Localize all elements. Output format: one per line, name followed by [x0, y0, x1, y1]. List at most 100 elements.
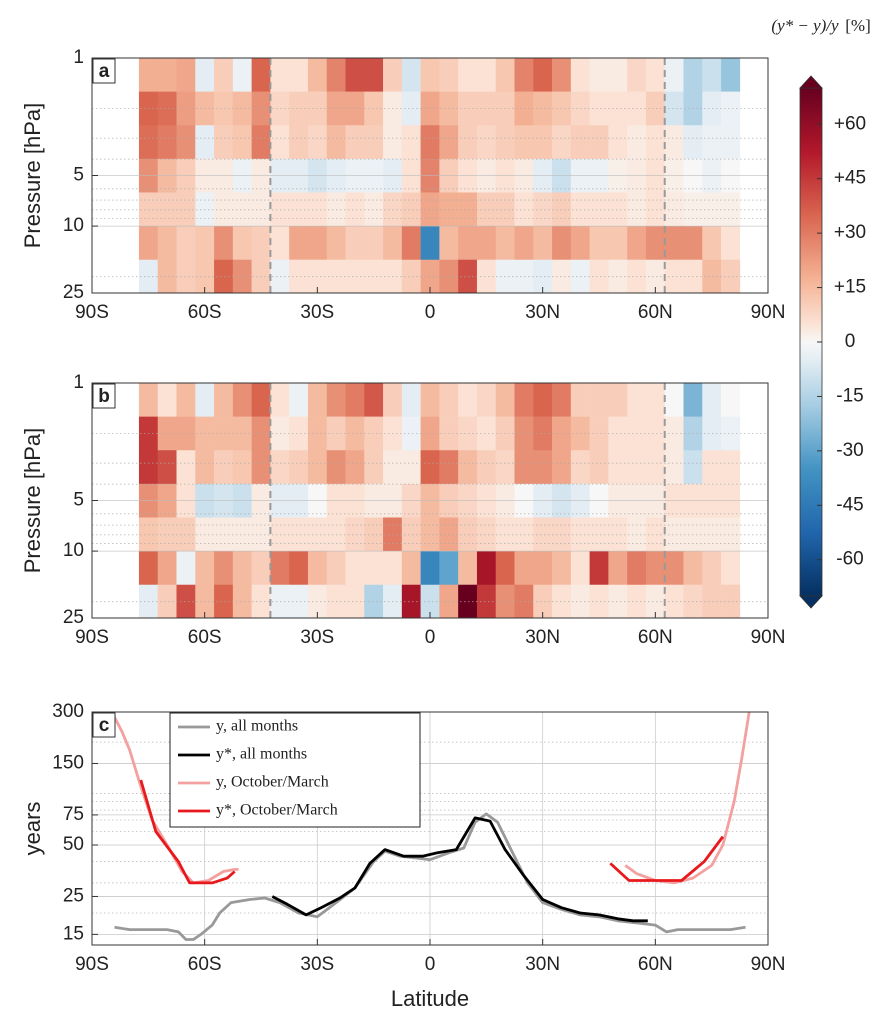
colorbar-tick-label: +45	[834, 168, 866, 189]
heatmap-cell	[702, 551, 722, 586]
legend-label: y*, October/March	[216, 802, 338, 819]
heatmap-cell	[345, 192, 365, 227]
heatmap-cell	[420, 517, 440, 552]
heatmap-cell	[232, 91, 252, 126]
heatmap-cell	[214, 416, 234, 451]
heatmap-cell	[364, 259, 384, 294]
heatmap-cell	[364, 58, 384, 92]
heatmap-cell	[533, 91, 553, 126]
colorbar-tick-label: +60	[834, 113, 866, 134]
heatmap-cell	[514, 450, 534, 485]
heatmap-cell	[645, 259, 666, 294]
x-tick-label: 60S	[188, 302, 222, 323]
heatmap-cell	[495, 383, 515, 417]
heatmap-cell	[157, 551, 177, 586]
heatmap-cell	[476, 226, 497, 261]
heatmap-cell	[289, 450, 309, 485]
x-tick-label: 60N	[638, 302, 673, 323]
heatmap-cell	[683, 383, 703, 417]
heatmap-cell	[251, 450, 271, 485]
heatmap-cell	[589, 91, 609, 126]
heatmap-cell	[195, 551, 215, 586]
heatmap-cell	[401, 416, 421, 451]
heatmap-cell	[552, 125, 572, 160]
heatmap-cell	[232, 584, 252, 619]
heatmap-cell	[270, 259, 290, 294]
heatmap-cell	[608, 125, 628, 160]
heatmap-cell	[589, 58, 609, 92]
heatmap-cell	[420, 125, 440, 160]
heatmap-cell	[214, 584, 234, 619]
heatmap-cell	[138, 383, 159, 417]
heatmap-cell	[420, 551, 440, 586]
heatmap-cell	[420, 584, 440, 619]
y-tick-label: 10	[63, 215, 84, 236]
heatmap-cell	[664, 226, 684, 261]
heatmap-cell	[476, 125, 497, 160]
x-tick-label: 90N	[751, 627, 786, 648]
legend-label: y*, all months	[216, 746, 307, 763]
heatmap-cell	[157, 226, 177, 261]
panel-label-box	[92, 58, 116, 84]
heatmap-cell	[552, 192, 572, 227]
heatmap-cell	[270, 383, 290, 417]
heatmap-cell	[552, 450, 572, 485]
heatmap-cell	[683, 58, 703, 92]
colorbar-tick-label: -15	[836, 385, 863, 406]
heatmap-cell	[702, 91, 722, 126]
colorbar-tick-label: +30	[834, 222, 866, 243]
legend-label: y, all months	[216, 718, 298, 735]
heatmap-cell	[232, 416, 252, 451]
heatmap-cell	[289, 383, 309, 417]
heatmap-cell	[476, 192, 497, 227]
heatmap-cell	[157, 259, 177, 294]
heatmap-cell	[702, 517, 722, 552]
heatmap-cell	[721, 58, 741, 92]
y-tick-label: 5	[73, 165, 84, 186]
heatmap-cell	[589, 383, 609, 417]
heatmap-cell	[627, 450, 647, 485]
heatmap-cell	[476, 584, 497, 619]
heatmap-cell	[458, 91, 478, 126]
heatmap-cell	[627, 383, 647, 417]
heatmap-cell	[476, 91, 497, 126]
heatmap-cell	[458, 192, 478, 227]
heatmap-cell	[589, 450, 609, 485]
heatmap-cell	[439, 58, 459, 92]
heatmap-cell	[552, 551, 572, 586]
heatmap-cell	[495, 125, 515, 160]
heatmap-cell	[289, 416, 309, 451]
heatmap-cell	[214, 259, 234, 294]
heatmap-cell	[533, 551, 553, 586]
x-tick-label: 90S	[75, 302, 109, 323]
heatmap-cell	[138, 125, 159, 160]
heatmap-cell	[176, 450, 196, 485]
heatmap-cell	[514, 58, 534, 92]
heatmap-cell	[345, 226, 365, 261]
heatmap-cell	[176, 226, 196, 261]
heatmap-cell	[326, 58, 346, 92]
heatmap-cell	[176, 584, 196, 619]
x-tick-label: 30N	[525, 302, 560, 323]
heatmap-cell	[627, 58, 647, 92]
colorbar-tick-label: +15	[834, 277, 866, 298]
heatmap-cell	[702, 416, 722, 451]
colorbar-tick-label: -30	[836, 440, 863, 461]
heatmap-cell	[702, 450, 722, 485]
heatmap-cell	[702, 584, 722, 619]
y-tick-label: 10	[63, 540, 84, 561]
colorbar-tick-label: 0	[845, 331, 856, 352]
legend-box	[169, 712, 421, 828]
heatmap-cell	[401, 226, 421, 261]
heatmap-cell	[326, 551, 346, 586]
heatmap-cell	[157, 517, 177, 552]
heatmap-cell	[214, 226, 234, 261]
heatmap-cell	[345, 551, 365, 586]
heatmap-cell	[514, 226, 534, 261]
x-tick-label: 30S	[300, 954, 334, 975]
heatmap-cell	[458, 125, 478, 160]
heatmap-cell	[702, 259, 722, 294]
heatmap-cell	[157, 58, 177, 92]
heatmap-cell	[364, 383, 384, 417]
